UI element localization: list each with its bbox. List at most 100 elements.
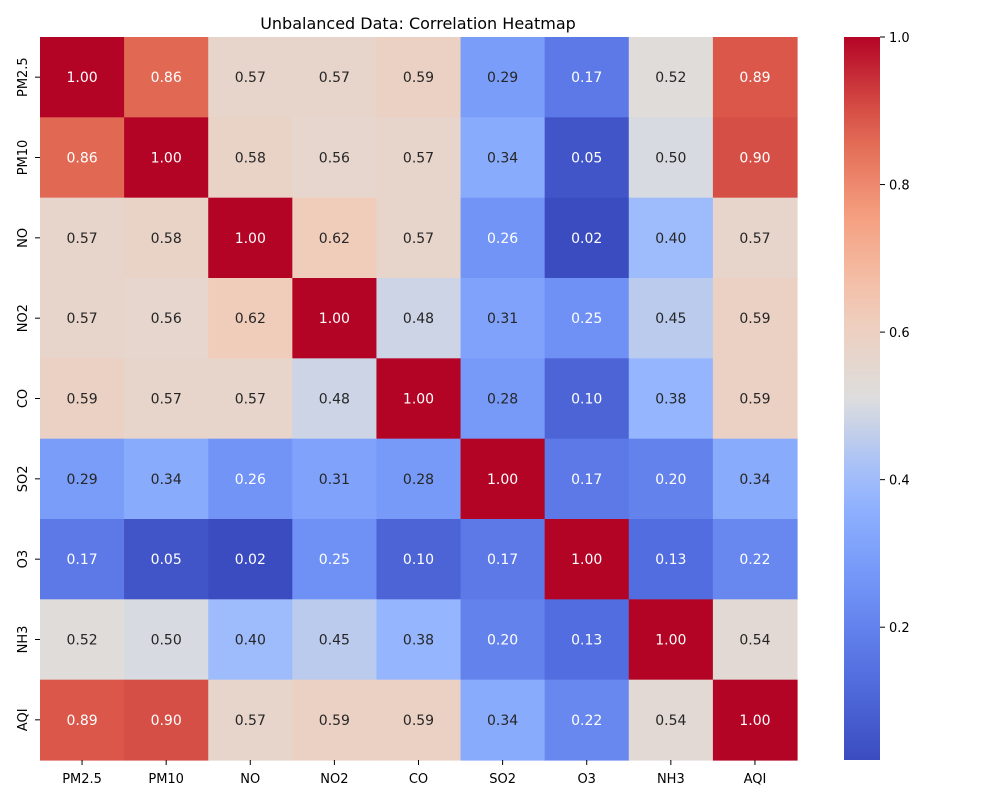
cell-value-label: 0.59	[739, 392, 770, 408]
cell-value-label: 0.57	[319, 70, 350, 86]
heatmap-cell	[712, 278, 798, 359]
y-tick-label: CO	[16, 389, 31, 408]
cell-value-label: 0.59	[403, 713, 434, 729]
colorbar-tick-label: 0.8	[889, 179, 910, 194]
heatmap-cell	[628, 117, 714, 199]
cell-value-label: 0.48	[319, 392, 350, 408]
heatmap-cell	[292, 278, 378, 359]
cell-value-label: 0.86	[66, 151, 97, 167]
colorbar-tick-label: 0.6	[889, 326, 910, 341]
heatmap-cell	[40, 278, 125, 359]
cell-value-label: 0.45	[319, 633, 350, 649]
heatmap-cell	[712, 197, 798, 279]
cell-value-label: 0.59	[66, 392, 97, 408]
cell-value-label: 0.28	[487, 392, 518, 408]
cell-value-label: 0.05	[571, 151, 602, 167]
cell-value-label: 0.52	[655, 70, 686, 86]
cell-value-label: 0.50	[151, 633, 182, 649]
y-tick-label: NO2	[16, 304, 31, 332]
cell-value-label: 0.59	[739, 311, 770, 327]
heatmap-cell	[40, 358, 125, 440]
cell-value-label: 0.10	[571, 392, 602, 408]
heatmap-cell	[124, 679, 209, 761]
y-tick-label: PM10	[16, 140, 31, 176]
cell-value-label: 0.13	[571, 633, 602, 649]
heatmap-cell	[40, 197, 125, 279]
cell-value-label: 0.56	[151, 311, 182, 327]
cell-value-label: 0.40	[235, 633, 266, 649]
x-tick-label: NO	[240, 772, 260, 787]
cell-value-label: 0.17	[571, 472, 602, 488]
heatmap-cell	[544, 278, 630, 359]
y-axis-ticks: PM2.5 PM10 NO NO2 CO SO2 O3 NH3 AQI	[16, 57, 40, 731]
heatmap-cell	[712, 37, 798, 118]
cell-value-label: 0.59	[319, 713, 350, 729]
heatmap-cell	[628, 278, 714, 359]
heatmap-cell	[460, 37, 546, 118]
heatmap-cell	[460, 438, 546, 520]
heatmap-cells: 1.00 0.86 0.57 0.57 0.59 0.29 0.17 0.52 0.89 0.86…	[40, 37, 798, 761]
heatmap-cell	[292, 358, 378, 440]
cell-value-label: 0.29	[66, 472, 97, 488]
cell-value-label: 0.57	[235, 713, 266, 729]
cell-value-label: 0.52	[66, 633, 97, 649]
cell-value-label: 0.62	[235, 311, 266, 327]
heatmap-cell	[292, 599, 378, 681]
y-tick-label: SO2	[16, 465, 31, 492]
heatmap-cell	[40, 438, 125, 520]
heatmap-cell	[628, 519, 714, 600]
heatmap-cell	[376, 197, 462, 279]
cell-value-label: 0.20	[487, 633, 518, 649]
heatmap-cell	[712, 117, 798, 199]
cell-value-label: 0.57	[403, 231, 434, 247]
cell-value-label: 0.89	[66, 713, 97, 729]
heatmap-cell	[40, 519, 125, 600]
heatmap-cell	[208, 599, 293, 681]
cell-value-label: 0.34	[487, 713, 518, 729]
y-tick-label: AQI	[16, 708, 31, 731]
cell-value-label: 0.17	[487, 552, 518, 568]
y-tick-label: O3	[16, 550, 31, 569]
heatmap-cell	[544, 358, 630, 440]
heatmap-cell	[208, 358, 293, 440]
heatmap-cell	[40, 117, 125, 199]
heatmap-cell	[376, 599, 462, 681]
y-tick-label: NO	[16, 228, 31, 248]
heatmap-cell	[124, 519, 209, 600]
heatmap-cell	[208, 117, 293, 199]
cell-value-label: 0.45	[655, 311, 686, 327]
cell-value-label: 1.00	[235, 231, 266, 247]
cell-value-label: 0.50	[655, 151, 686, 167]
colorbar-tick-label: 1.0	[889, 31, 910, 46]
cell-value-label: 0.48	[403, 311, 434, 327]
heatmap-cell	[124, 438, 209, 520]
cell-value-label: 0.54	[739, 633, 770, 649]
heatmap-cell	[124, 599, 209, 681]
heatmap-cell	[208, 679, 293, 761]
cell-value-label: 0.38	[655, 392, 686, 408]
cell-value-label: 0.40	[655, 231, 686, 247]
heatmap-cell	[376, 679, 462, 761]
x-tick-label: CO	[409, 772, 428, 787]
cell-value-label: 0.57	[66, 311, 97, 327]
cell-value-label: 0.28	[403, 472, 434, 488]
cell-value-label: 0.54	[655, 713, 686, 729]
heatmap-cell	[292, 197, 378, 279]
heatmap-cell	[292, 438, 378, 520]
heatmap-cell	[124, 358, 209, 440]
heatmap-cell	[544, 197, 630, 279]
heatmap-cell	[40, 599, 125, 681]
cell-value-label: 0.22	[571, 713, 602, 729]
cell-value-label: 0.57	[235, 392, 266, 408]
heatmap-cell	[712, 679, 798, 761]
cell-value-label: 0.05	[151, 552, 182, 568]
cell-value-label: 0.13	[655, 552, 686, 568]
x-tick-label: PM10	[148, 772, 184, 787]
cell-value-label: 0.10	[403, 552, 434, 568]
cell-value-label: 0.57	[66, 231, 97, 247]
heatmap-cell	[292, 37, 378, 118]
heatmap-cell	[208, 37, 293, 118]
heatmap-cell	[628, 197, 714, 279]
heatmap-cell	[124, 37, 209, 118]
